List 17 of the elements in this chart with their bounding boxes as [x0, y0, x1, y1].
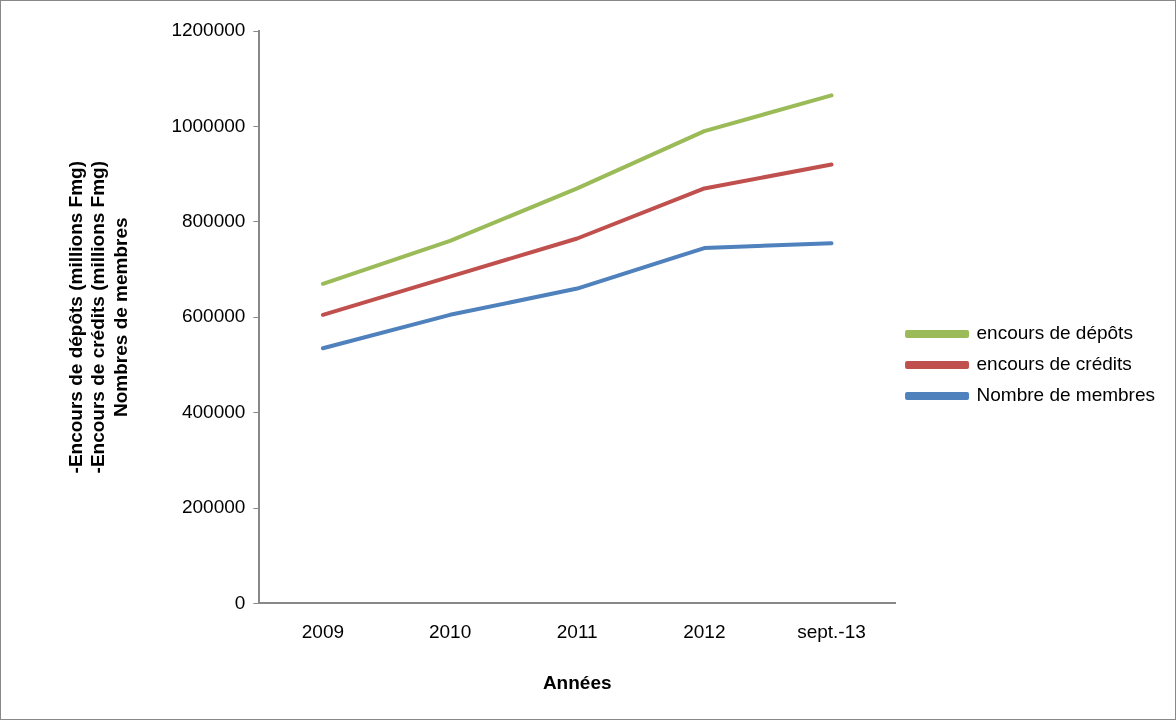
x-tick-label: 2009: [301, 621, 345, 643]
x-axis-title: Années: [542, 671, 612, 693]
x-tick-label: sept.-13: [797, 621, 866, 643]
legend-label: encours de dépôts: [976, 322, 1133, 344]
y-tick-label: 800000: [181, 210, 246, 232]
y-tick-label: 1000000: [171, 114, 246, 136]
y-axis-title: -Encours de dépôts (millions Fmg) -Encours de crédits (millions Fmg) Nombres de membres: [64, 160, 132, 474]
y-tick-label: 400000: [181, 400, 246, 422]
legend-label: encours de crédits: [976, 353, 1132, 375]
x-tick-label: 2012: [683, 621, 726, 643]
y-tick-label: 0: [234, 591, 246, 613]
y-tick-label: 600000: [181, 305, 246, 327]
y-tick-label: 200000: [181, 496, 246, 518]
x-tick-label: 2010: [428, 621, 472, 643]
x-tick-label: 2011: [556, 621, 598, 643]
legend-label: Nombre de membres: [976, 384, 1155, 406]
y-tick-label: 1200000: [171, 19, 246, 41]
